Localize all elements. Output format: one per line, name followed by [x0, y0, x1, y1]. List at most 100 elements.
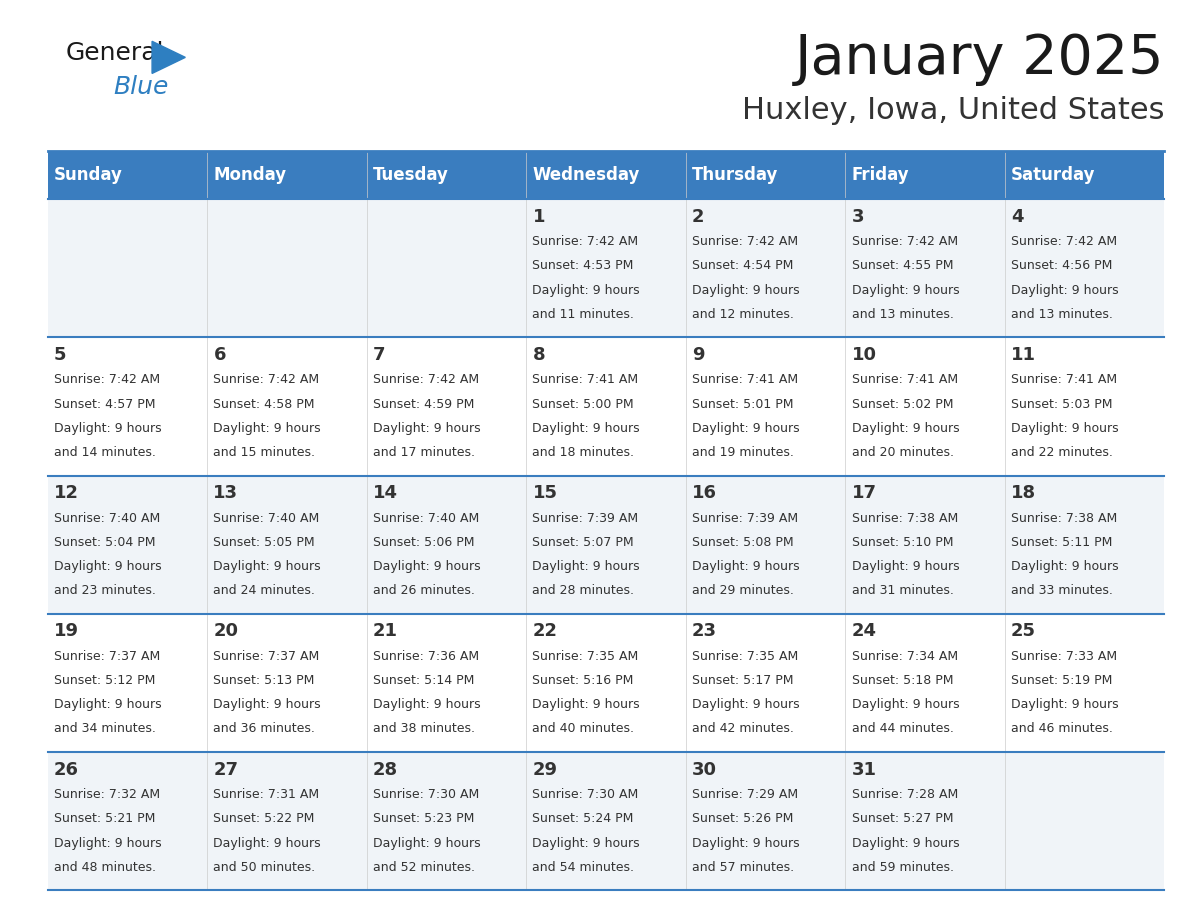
Text: 12: 12: [53, 484, 78, 502]
Bar: [48, 614, 1164, 752]
Text: Daylight: 9 hours: Daylight: 9 hours: [693, 421, 800, 435]
Text: and 26 minutes.: and 26 minutes.: [373, 584, 475, 598]
Text: Sunset: 5:06 PM: Sunset: 5:06 PM: [373, 536, 474, 549]
Text: Sunrise: 7:39 AM: Sunrise: 7:39 AM: [532, 511, 639, 525]
Text: Sunrise: 7:30 AM: Sunrise: 7:30 AM: [532, 789, 639, 801]
Text: January 2025: January 2025: [795, 32, 1164, 86]
Text: Sunset: 5:10 PM: Sunset: 5:10 PM: [852, 536, 953, 549]
Text: Daylight: 9 hours: Daylight: 9 hours: [214, 699, 321, 711]
Text: Friday: Friday: [852, 166, 909, 185]
Text: Saturday: Saturday: [1011, 166, 1095, 185]
Text: Daylight: 9 hours: Daylight: 9 hours: [373, 699, 481, 711]
Text: Sunset: 4:54 PM: Sunset: 4:54 PM: [693, 260, 794, 273]
Text: Sunset: 5:03 PM: Sunset: 5:03 PM: [1011, 397, 1113, 410]
Text: Sunset: 4:59 PM: Sunset: 4:59 PM: [373, 397, 474, 410]
Text: Sunset: 5:12 PM: Sunset: 5:12 PM: [53, 674, 156, 687]
Text: 22: 22: [532, 622, 557, 640]
Text: Thursday: Thursday: [693, 166, 778, 185]
Text: Sunrise: 7:40 AM: Sunrise: 7:40 AM: [53, 511, 160, 525]
Text: and 50 minutes.: and 50 minutes.: [214, 861, 316, 874]
Text: Sunset: 5:13 PM: Sunset: 5:13 PM: [214, 674, 315, 687]
Text: 4: 4: [1011, 207, 1024, 226]
Text: Blue: Blue: [113, 75, 169, 99]
Bar: [48, 151, 207, 199]
Text: Sunrise: 7:42 AM: Sunrise: 7:42 AM: [532, 235, 639, 248]
Text: Sunrise: 7:33 AM: Sunrise: 7:33 AM: [1011, 650, 1117, 663]
Text: Sunset: 4:57 PM: Sunset: 4:57 PM: [53, 397, 156, 410]
Text: Daylight: 9 hours: Daylight: 9 hours: [373, 836, 481, 849]
Text: Sunrise: 7:42 AM: Sunrise: 7:42 AM: [53, 374, 160, 386]
Text: and 52 minutes.: and 52 minutes.: [373, 861, 475, 874]
Text: and 29 minutes.: and 29 minutes.: [693, 584, 794, 598]
Text: Sunrise: 7:42 AM: Sunrise: 7:42 AM: [693, 235, 798, 248]
Text: Daylight: 9 hours: Daylight: 9 hours: [373, 421, 481, 435]
Text: Sunset: 5:04 PM: Sunset: 5:04 PM: [53, 536, 156, 549]
Text: 6: 6: [214, 346, 226, 364]
Text: Sunset: 5:27 PM: Sunset: 5:27 PM: [852, 812, 953, 825]
Bar: [1005, 151, 1164, 199]
Text: Sunset: 5:17 PM: Sunset: 5:17 PM: [693, 674, 794, 687]
Text: Sunset: 5:21 PM: Sunset: 5:21 PM: [53, 812, 156, 825]
Text: Daylight: 9 hours: Daylight: 9 hours: [693, 699, 800, 711]
Text: Daylight: 9 hours: Daylight: 9 hours: [693, 836, 800, 849]
Text: Monday: Monday: [214, 166, 286, 185]
Text: Daylight: 9 hours: Daylight: 9 hours: [532, 836, 640, 849]
Text: and 13 minutes.: and 13 minutes.: [1011, 308, 1113, 320]
Text: and 54 minutes.: and 54 minutes.: [532, 861, 634, 874]
Text: Daylight: 9 hours: Daylight: 9 hours: [532, 560, 640, 573]
Text: 20: 20: [214, 622, 239, 640]
Text: Daylight: 9 hours: Daylight: 9 hours: [214, 560, 321, 573]
Text: Sunset: 5:16 PM: Sunset: 5:16 PM: [532, 674, 634, 687]
Text: Daylight: 9 hours: Daylight: 9 hours: [1011, 699, 1119, 711]
Text: Daylight: 9 hours: Daylight: 9 hours: [53, 836, 162, 849]
Text: Daylight: 9 hours: Daylight: 9 hours: [852, 836, 959, 849]
Text: General: General: [65, 41, 164, 65]
Text: Sunrise: 7:29 AM: Sunrise: 7:29 AM: [693, 789, 798, 801]
Bar: [48, 338, 1164, 476]
Bar: [526, 151, 685, 199]
Text: Sunrise: 7:37 AM: Sunrise: 7:37 AM: [53, 650, 160, 663]
Text: Sunset: 5:24 PM: Sunset: 5:24 PM: [532, 812, 634, 825]
Text: and 33 minutes.: and 33 minutes.: [1011, 584, 1113, 598]
Text: 13: 13: [214, 484, 239, 502]
Text: 30: 30: [693, 760, 718, 778]
Text: 27: 27: [214, 760, 239, 778]
Text: Daylight: 9 hours: Daylight: 9 hours: [214, 421, 321, 435]
Bar: [48, 476, 1164, 614]
Text: and 40 minutes.: and 40 minutes.: [532, 722, 634, 735]
Text: and 48 minutes.: and 48 minutes.: [53, 861, 156, 874]
Text: and 18 minutes.: and 18 minutes.: [532, 446, 634, 459]
Text: 26: 26: [53, 760, 78, 778]
Text: and 22 minutes.: and 22 minutes.: [1011, 446, 1113, 459]
Text: Sunrise: 7:38 AM: Sunrise: 7:38 AM: [1011, 511, 1118, 525]
Text: 16: 16: [693, 484, 718, 502]
Text: and 44 minutes.: and 44 minutes.: [852, 722, 954, 735]
Text: 7: 7: [373, 346, 385, 364]
Text: Sunrise: 7:37 AM: Sunrise: 7:37 AM: [214, 650, 320, 663]
Text: Sunset: 5:19 PM: Sunset: 5:19 PM: [1011, 674, 1112, 687]
Text: 11: 11: [1011, 346, 1036, 364]
Text: Daylight: 9 hours: Daylight: 9 hours: [53, 699, 162, 711]
Bar: [367, 151, 526, 199]
Text: 28: 28: [373, 760, 398, 778]
Text: Sunset: 5:14 PM: Sunset: 5:14 PM: [373, 674, 474, 687]
Text: and 38 minutes.: and 38 minutes.: [373, 722, 475, 735]
Text: Sunset: 4:58 PM: Sunset: 4:58 PM: [214, 397, 315, 410]
Bar: [48, 752, 1164, 890]
Bar: [48, 199, 1164, 338]
Text: 24: 24: [852, 622, 877, 640]
Text: 29: 29: [532, 760, 557, 778]
Text: 19: 19: [53, 622, 78, 640]
Text: Sunrise: 7:32 AM: Sunrise: 7:32 AM: [53, 789, 160, 801]
Text: Daylight: 9 hours: Daylight: 9 hours: [1011, 284, 1119, 297]
Text: 8: 8: [532, 346, 545, 364]
Text: and 13 minutes.: and 13 minutes.: [852, 308, 954, 320]
Text: 1: 1: [532, 207, 545, 226]
Text: Sunrise: 7:36 AM: Sunrise: 7:36 AM: [373, 650, 479, 663]
Text: and 23 minutes.: and 23 minutes.: [53, 584, 156, 598]
Text: Tuesday: Tuesday: [373, 166, 449, 185]
Text: and 14 minutes.: and 14 minutes.: [53, 446, 156, 459]
Text: 18: 18: [1011, 484, 1036, 502]
Text: and 15 minutes.: and 15 minutes.: [214, 446, 316, 459]
Text: 10: 10: [852, 346, 877, 364]
